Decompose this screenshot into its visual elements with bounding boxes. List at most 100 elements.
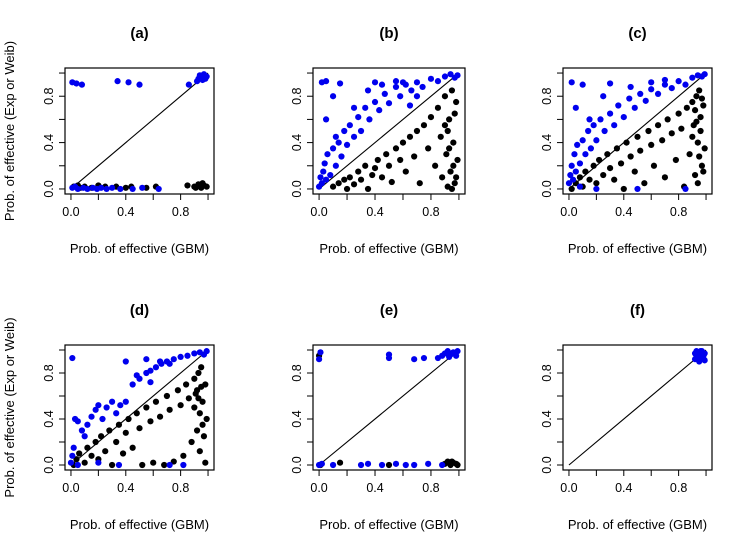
panel-c-point-blue [682, 81, 689, 88]
panel-b-point-blue [434, 78, 442, 85]
panel-b-point-black [416, 180, 423, 187]
panel-b-point-black [388, 178, 395, 186]
panel-d-point-blue [88, 413, 95, 420]
panel-c-point-black [689, 133, 696, 140]
panel-d-plot-frame [64, 344, 215, 471]
panel-b-point-black [453, 98, 460, 106]
panel-b-point-black [448, 185, 456, 193]
panel-e-point-blue [446, 353, 453, 360]
panel-d-point-blue [166, 360, 173, 367]
panel-b-point-blue [397, 93, 404, 100]
panel-d-point-blue [184, 352, 191, 359]
panel-d-point-blue [74, 418, 81, 425]
panel-c-point-black [672, 156, 679, 164]
panel-b-point-blue [406, 102, 414, 109]
panel-e-reference-line [318, 349, 460, 466]
panel-d-point-blue [129, 381, 136, 388]
panel-d-point-black [177, 402, 184, 409]
panel-b-point-blue [338, 153, 345, 160]
panel-b-point-black [335, 180, 342, 187]
panel-c-point-blue [576, 160, 584, 167]
panel-d-point-black [84, 444, 91, 451]
panel-b-x-tick-label: 0.4 [366, 205, 383, 219]
panel-e-point-blue [318, 460, 325, 467]
panel-a-point-blue [117, 185, 124, 193]
panel-f-point-blue [701, 357, 708, 364]
panel-b-point-black [441, 93, 449, 100]
panel-b-point-black [369, 171, 376, 179]
panel-b-point-blue [413, 79, 421, 86]
panel-c-point-black [668, 130, 675, 137]
panel-d-point-black [156, 413, 164, 420]
panel-d-point-black [183, 381, 190, 388]
panel-b-point-blue [335, 139, 342, 146]
panel-c-point-blue [648, 79, 655, 86]
panel-e-point-blue [315, 356, 323, 363]
panel-c-point-black [593, 180, 600, 187]
panel-c-point-black [582, 168, 589, 175]
panel-d-point-black [76, 450, 83, 457]
panel-b-point-black [451, 110, 458, 117]
panel-b-point-black [371, 164, 379, 172]
panel-c-point-blue [572, 168, 579, 175]
panel-b-point-black [355, 168, 362, 175]
panel-b-point-black [434, 104, 442, 111]
panel-a-point-blue [78, 81, 86, 88]
panel-b-point-black [437, 133, 444, 140]
panel-d-point-blue [122, 358, 129, 365]
panel-d-point-black [106, 427, 113, 434]
panel-d-point-black [195, 395, 202, 402]
panel-c-point-blue [689, 74, 696, 81]
panel-c-point-black [675, 110, 682, 117]
panel-c-point-blue [668, 85, 675, 92]
panel-b-point-blue [362, 104, 369, 111]
panel-c-point-black [694, 139, 701, 146]
panel-b-point-black [446, 116, 453, 123]
panel-b-point-blue [321, 160, 328, 167]
panel-b-point-black [378, 174, 386, 181]
panel-d-point-black [203, 415, 210, 423]
panel-b-point-black [453, 174, 460, 181]
panel-d-point-black [102, 448, 109, 455]
panel-a-point-blue [129, 185, 136, 193]
panel-f-y-tick-label: 0.8 [540, 364, 554, 381]
panel-c-point-blue [627, 83, 634, 91]
panel-e-point-blue [425, 460, 432, 467]
panel-e-y-tick-label: 0.8 [290, 364, 304, 381]
panel-c-point-black [617, 160, 625, 167]
panel-a-y-tick-label: 0.4 [42, 134, 56, 151]
panel-d-point-black [122, 429, 129, 436]
panel-f-y-tick-label: 0.4 [540, 410, 554, 427]
panel-c-point-blue [579, 81, 586, 88]
panel-d-point-black [200, 433, 208, 440]
panel-d-point-black [152, 398, 160, 405]
panel-d-y-tick-label: 0.4 [42, 410, 56, 427]
panel-d-point-black [195, 369, 202, 377]
panel-c-point-blue [642, 97, 649, 104]
panel-b-point-black [413, 127, 421, 135]
panel-e-y-tick-label: 0.0 [290, 456, 304, 473]
panel-c-point-black [696, 87, 703, 94]
panel-c-y-tick-label: 0.4 [540, 134, 554, 151]
panel-e-title: (e) [380, 302, 398, 319]
panel-c-point-black [691, 171, 699, 179]
panel-a-point-blue [185, 81, 192, 88]
panel-e-point-blue [411, 461, 418, 469]
panel-a-point-blue [74, 185, 81, 193]
panel-b-point-blue [317, 174, 324, 181]
panel-d-point-blue [115, 461, 123, 469]
panel-b-point-black [362, 162, 369, 169]
panel-d-point-black [150, 459, 157, 466]
panel-b-point-blue [322, 78, 330, 85]
panel-d-point-black [196, 410, 203, 417]
panel-d-point-black [198, 383, 205, 390]
panel-c-point-black [691, 107, 699, 114]
panel-b-point-blue [376, 107, 383, 114]
panel-b-point-black [399, 139, 407, 146]
panel-c-plot-frame [562, 67, 713, 195]
panel-d-point-black [139, 461, 146, 469]
panel-c-point-blue [586, 116, 593, 123]
panel-b-point-blue [324, 151, 331, 158]
